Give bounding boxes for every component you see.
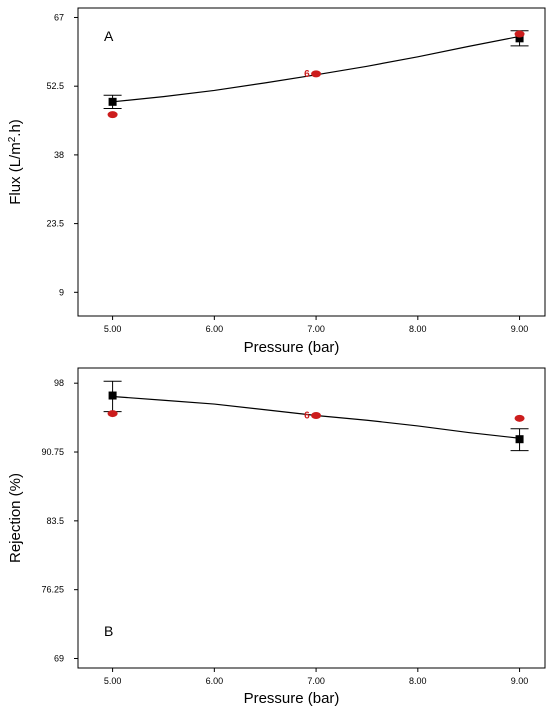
replicate-count-label: 6 [304,69,310,80]
chart-panel-b: 5.00 6.00 7.00 8.00 9.00 69 76.25 83.5 90.75 98 Pr… [7,367,546,707]
actual-point [107,410,118,418]
y-axis-title-main: Flux (L/m [7,142,24,205]
y-tick-label: 38 [54,150,64,160]
y-tick-label: 76.25 [41,585,64,595]
x-tick-label: 7.00 [307,676,325,686]
panel-label: B [104,623,113,639]
y-axis-title-end: .h) [7,119,24,137]
actual-point [514,414,525,422]
x-tick-label: 6.00 [206,324,224,334]
predicted-point [515,435,524,444]
replicate-count-label: 6 [304,410,310,421]
y-axis-title: Flux (L/m2.h) [7,119,24,205]
panel-label: A [104,28,114,44]
y-tick-label: 90.75 [41,447,64,457]
actual-point [107,111,118,119]
y-tick-label: 69 [54,654,64,664]
y-tick-label: 98 [54,378,64,388]
plot-frame [77,7,546,317]
x-axis-title: Pressure (bar) [244,690,340,707]
x-tick-label: 9.00 [511,676,529,686]
x-tick-label: 9.00 [511,324,529,334]
actual-point [311,411,322,419]
predicted-point [108,391,117,400]
fitted-curve [112,35,520,103]
actual-point [514,30,525,38]
x-tick-label: 7.00 [307,324,325,334]
y-tick-label: 23.5 [46,219,64,229]
actual-point [311,70,322,78]
y-tick-label: 52.5 [46,81,64,91]
y-axis-title-superscript: 2 [7,136,18,142]
x-tick-label: 8.00 [409,676,427,686]
x-tick-label: 5.00 [104,324,122,334]
x-axis-title: Pressure (bar) [244,339,340,356]
plot-frame [77,367,546,669]
chart-panel-a: 5.00 6.00 7.00 8.00 9.00 9 23.5 38 52.5 67 Pressur… [7,7,546,356]
y-axis-title-main: Rejection (%) [7,473,24,563]
predicted-point [108,97,117,106]
y-tick-label: 9 [59,287,64,297]
x-tick-label: 8.00 [409,324,427,334]
predicted-point [515,34,524,43]
x-tick-label: 6.00 [206,676,224,686]
y-axis-title: Rejection (%) [7,473,24,563]
x-tick-label: 5.00 [104,676,122,686]
y-tick-label: 67 [54,12,64,22]
y-tick-label: 83.5 [46,516,64,526]
